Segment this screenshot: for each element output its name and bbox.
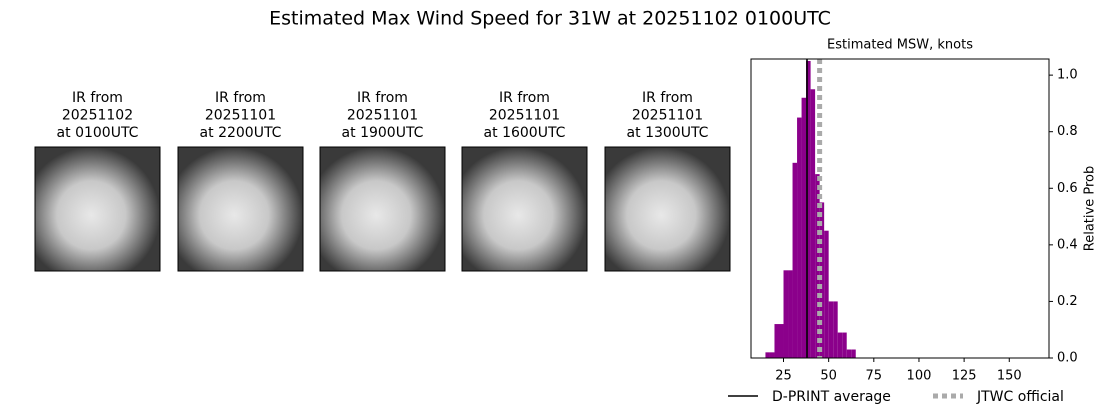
figure-title: Estimated Max Wind Speed for 31W at 2025… [269, 8, 831, 30]
y-tick-label: 0.6 [1057, 181, 1078, 196]
image-label: 20251101 [347, 108, 418, 124]
image-label: IR from [215, 90, 266, 106]
x-tick-label: 125 [952, 369, 977, 384]
y-tick-label: 0.4 [1057, 237, 1078, 252]
bar [810, 89, 816, 359]
bar [783, 270, 789, 358]
image-label: at 1300UTC [627, 125, 709, 141]
image-label: 20251101 [489, 108, 560, 124]
x-tick-label: 150 [997, 369, 1022, 384]
image-label: IR from [499, 90, 550, 106]
image-label: at 1900UTC [342, 125, 424, 141]
ir-image [34, 146, 161, 272]
x-tick-label: 25 [775, 369, 792, 384]
bar [769, 352, 775, 358]
bar [801, 97, 807, 358]
bar [828, 301, 834, 358]
bar [806, 60, 811, 358]
ir-image [177, 146, 304, 272]
image-label: at 1600UTC [484, 125, 566, 141]
bar [819, 202, 825, 358]
image-label: at 0100UTC [57, 125, 139, 141]
bar [851, 349, 856, 358]
bar [833, 301, 838, 358]
y-tick-label: 0.0 [1057, 351, 1078, 366]
bar [774, 324, 779, 358]
x-tick-label: 100 [907, 369, 932, 384]
bar [837, 332, 843, 358]
y-axis-label: Relative Prob [1083, 166, 1098, 251]
ir-image [319, 146, 446, 272]
bar [797, 117, 802, 358]
bar [824, 230, 829, 358]
bar [765, 352, 770, 358]
y-tick-label: 0.2 [1057, 294, 1078, 309]
image-label: IR from [72, 90, 123, 106]
bar [792, 162, 798, 358]
chart-title: Estimated MSW, knots [827, 38, 973, 53]
bar [842, 332, 847, 358]
image-label: at 2200UTC [200, 125, 282, 141]
legend-label: JTWC official [976, 389, 1064, 405]
x-tick-label: 50 [820, 369, 837, 384]
image-label: IR from [357, 90, 408, 106]
ir-image [604, 146, 731, 272]
y-tick-label: 0.8 [1057, 124, 1078, 139]
ir-image [461, 146, 588, 272]
bar [788, 270, 793, 358]
x-tick-label: 75 [866, 369, 883, 384]
bar [846, 349, 852, 358]
y-tick-label: 1.0 [1057, 68, 1078, 83]
legend-label: D-PRINT average [772, 389, 891, 405]
image-label: 20251102 [62, 108, 133, 124]
bar [778, 324, 784, 358]
image-label: IR from [642, 90, 693, 106]
plot-frame [750, 58, 1050, 359]
image-label: 20251101 [632, 108, 703, 124]
image-label: 20251101 [205, 108, 276, 124]
